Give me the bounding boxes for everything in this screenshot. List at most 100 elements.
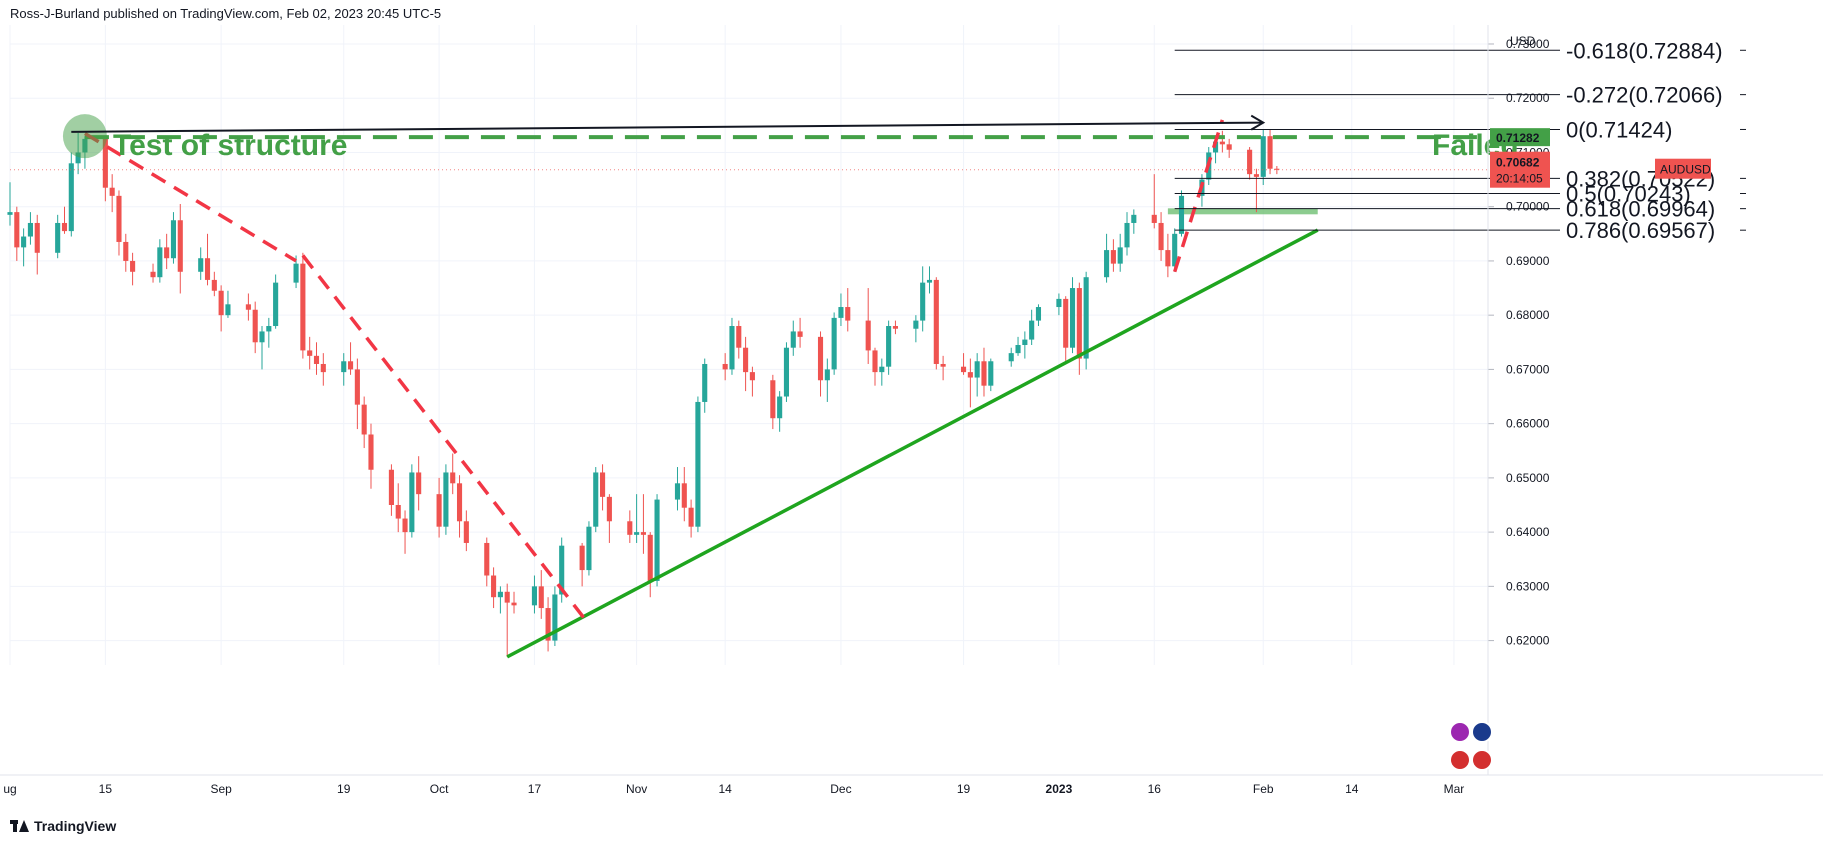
- candle: [960, 353, 967, 375]
- candle: [123, 233, 129, 272]
- arrow-head: [1250, 114, 1266, 131]
- candle: [674, 467, 681, 511]
- candle-body: [688, 507, 694, 527]
- candle: [647, 532, 653, 598]
- y-tick-label: 0.73000: [1506, 37, 1550, 51]
- candle: [1151, 174, 1157, 229]
- y-tick-label: 0.69000: [1506, 254, 1550, 268]
- tradingview-brand: TradingView: [34, 818, 117, 834]
- candles: [7, 129, 1280, 657]
- uptrend-line: [506, 228, 1319, 659]
- x-tick-label: Sep: [210, 782, 232, 796]
- candle: [736, 320, 742, 359]
- candle-body: [341, 361, 347, 373]
- candle: [579, 542, 585, 587]
- candle-body: [416, 472, 422, 495]
- candle-body: [252, 309, 258, 343]
- arrow-line: [71, 121, 1264, 133]
- candle: [491, 567, 497, 609]
- candle-body: [511, 602, 517, 606]
- candle-body: [743, 347, 749, 373]
- candle-body: [974, 361, 980, 378]
- candle: [600, 464, 606, 511]
- symbol-badge: [1655, 158, 1711, 179]
- candle: [926, 266, 933, 294]
- candle-body: [7, 212, 13, 215]
- candle-body: [531, 586, 538, 606]
- candle: [770, 374, 776, 430]
- candle-body: [600, 472, 606, 497]
- tradingview-logo-icon: [10, 820, 29, 832]
- candle-body: [770, 380, 776, 419]
- candle: [102, 136, 108, 202]
- x-tick-label: 17: [528, 782, 542, 796]
- candle: [1029, 309, 1035, 345]
- candle-body: [1029, 320, 1035, 340]
- candle: [1069, 277, 1076, 354]
- candle: [504, 583, 510, 657]
- candle: [21, 228, 27, 267]
- candle: [1110, 239, 1116, 272]
- candle-body: [926, 279, 933, 283]
- bear-trend-line-2: [301, 254, 591, 626]
- support-zone: [1167, 208, 1318, 215]
- candle-body: [647, 534, 653, 581]
- candle: [402, 510, 408, 554]
- grid-lines: [9, 25, 1488, 665]
- candle: [130, 252, 136, 286]
- candle-body: [722, 363, 728, 370]
- candle-body: [198, 258, 204, 272]
- candle-body: [892, 326, 898, 329]
- candle: [436, 477, 442, 538]
- currency-label: USD: [1510, 34, 1536, 48]
- candle: [259, 326, 265, 370]
- candle: [777, 391, 783, 432]
- candle-body: [1226, 144, 1232, 150]
- candle-body: [634, 532, 640, 535]
- candle-body: [817, 336, 824, 381]
- candle-body: [27, 222, 33, 237]
- candle-body: [886, 326, 892, 367]
- candle: [443, 464, 449, 535]
- candle-body: [872, 350, 878, 373]
- x-tick-label: 19: [337, 782, 351, 796]
- candle: [395, 483, 401, 533]
- countdown-label: 20:14:05: [1496, 172, 1543, 186]
- candle: [640, 494, 646, 554]
- candle-body: [1056, 298, 1062, 308]
- candle-body: [1260, 136, 1266, 177]
- candle: [354, 358, 360, 430]
- candle-body: [777, 396, 783, 419]
- candle: [552, 586, 558, 647]
- candle-body: [538, 586, 544, 609]
- candle: [688, 499, 694, 538]
- candle: [1056, 293, 1062, 316]
- candle-body: [729, 326, 735, 370]
- candle: [1253, 168, 1259, 213]
- candle: [1008, 347, 1014, 367]
- candle: [55, 214, 61, 259]
- axes: 0.62000 0.63000 0.64000 0.65000 0.66000 0.670…: [0, 25, 1823, 796]
- candle-body: [1267, 136, 1273, 169]
- candle: [824, 358, 830, 402]
- candle: [484, 537, 490, 587]
- candle: [497, 586, 503, 614]
- candle: [14, 206, 20, 261]
- candle: [307, 336, 313, 370]
- candle-body: [402, 518, 408, 533]
- candle: [1076, 282, 1082, 375]
- candle-body: [640, 532, 646, 535]
- candle-body: [933, 279, 939, 364]
- candle: [865, 288, 871, 364]
- candle: [627, 510, 633, 543]
- candle-body: [865, 320, 871, 351]
- candle: [1219, 130, 1225, 153]
- candle-body: [409, 472, 415, 533]
- candle: [27, 212, 33, 245]
- candle-body: [831, 317, 837, 370]
- candle-body: [749, 372, 755, 381]
- candle-body: [1110, 250, 1116, 264]
- candle: [416, 456, 422, 511]
- candle: [7, 182, 13, 226]
- fib-level-label: 0(0.71424): [1566, 117, 1672, 142]
